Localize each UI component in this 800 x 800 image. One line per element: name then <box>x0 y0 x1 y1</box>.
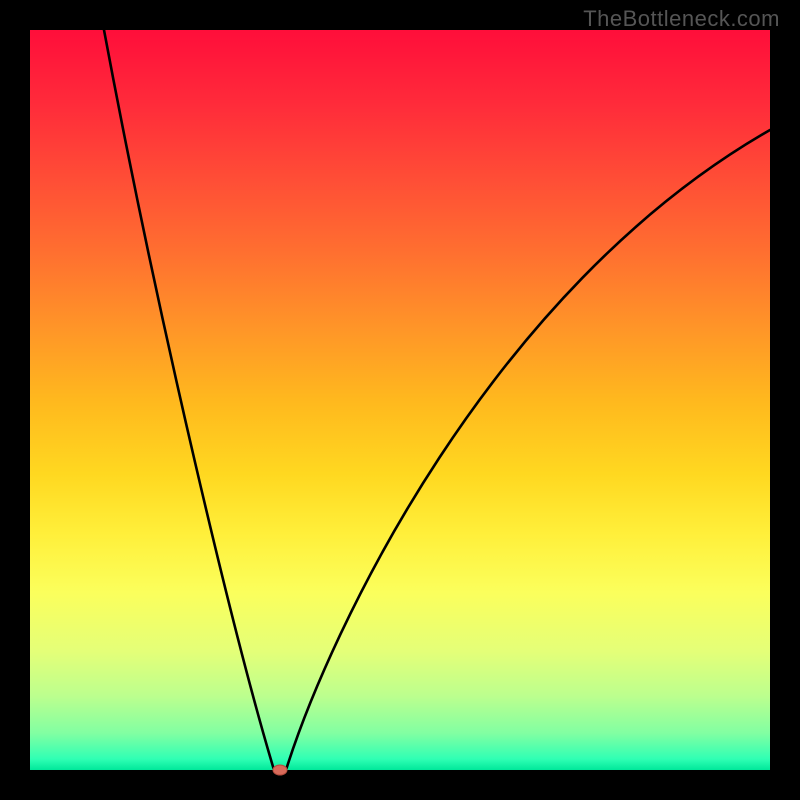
bottleneck-chart <box>0 0 800 800</box>
optimal-point-marker <box>273 765 287 775</box>
chart-wrapper: TheBottleneck.com <box>0 0 800 800</box>
watermark-text: TheBottleneck.com <box>583 6 780 32</box>
plot-area <box>30 30 770 770</box>
